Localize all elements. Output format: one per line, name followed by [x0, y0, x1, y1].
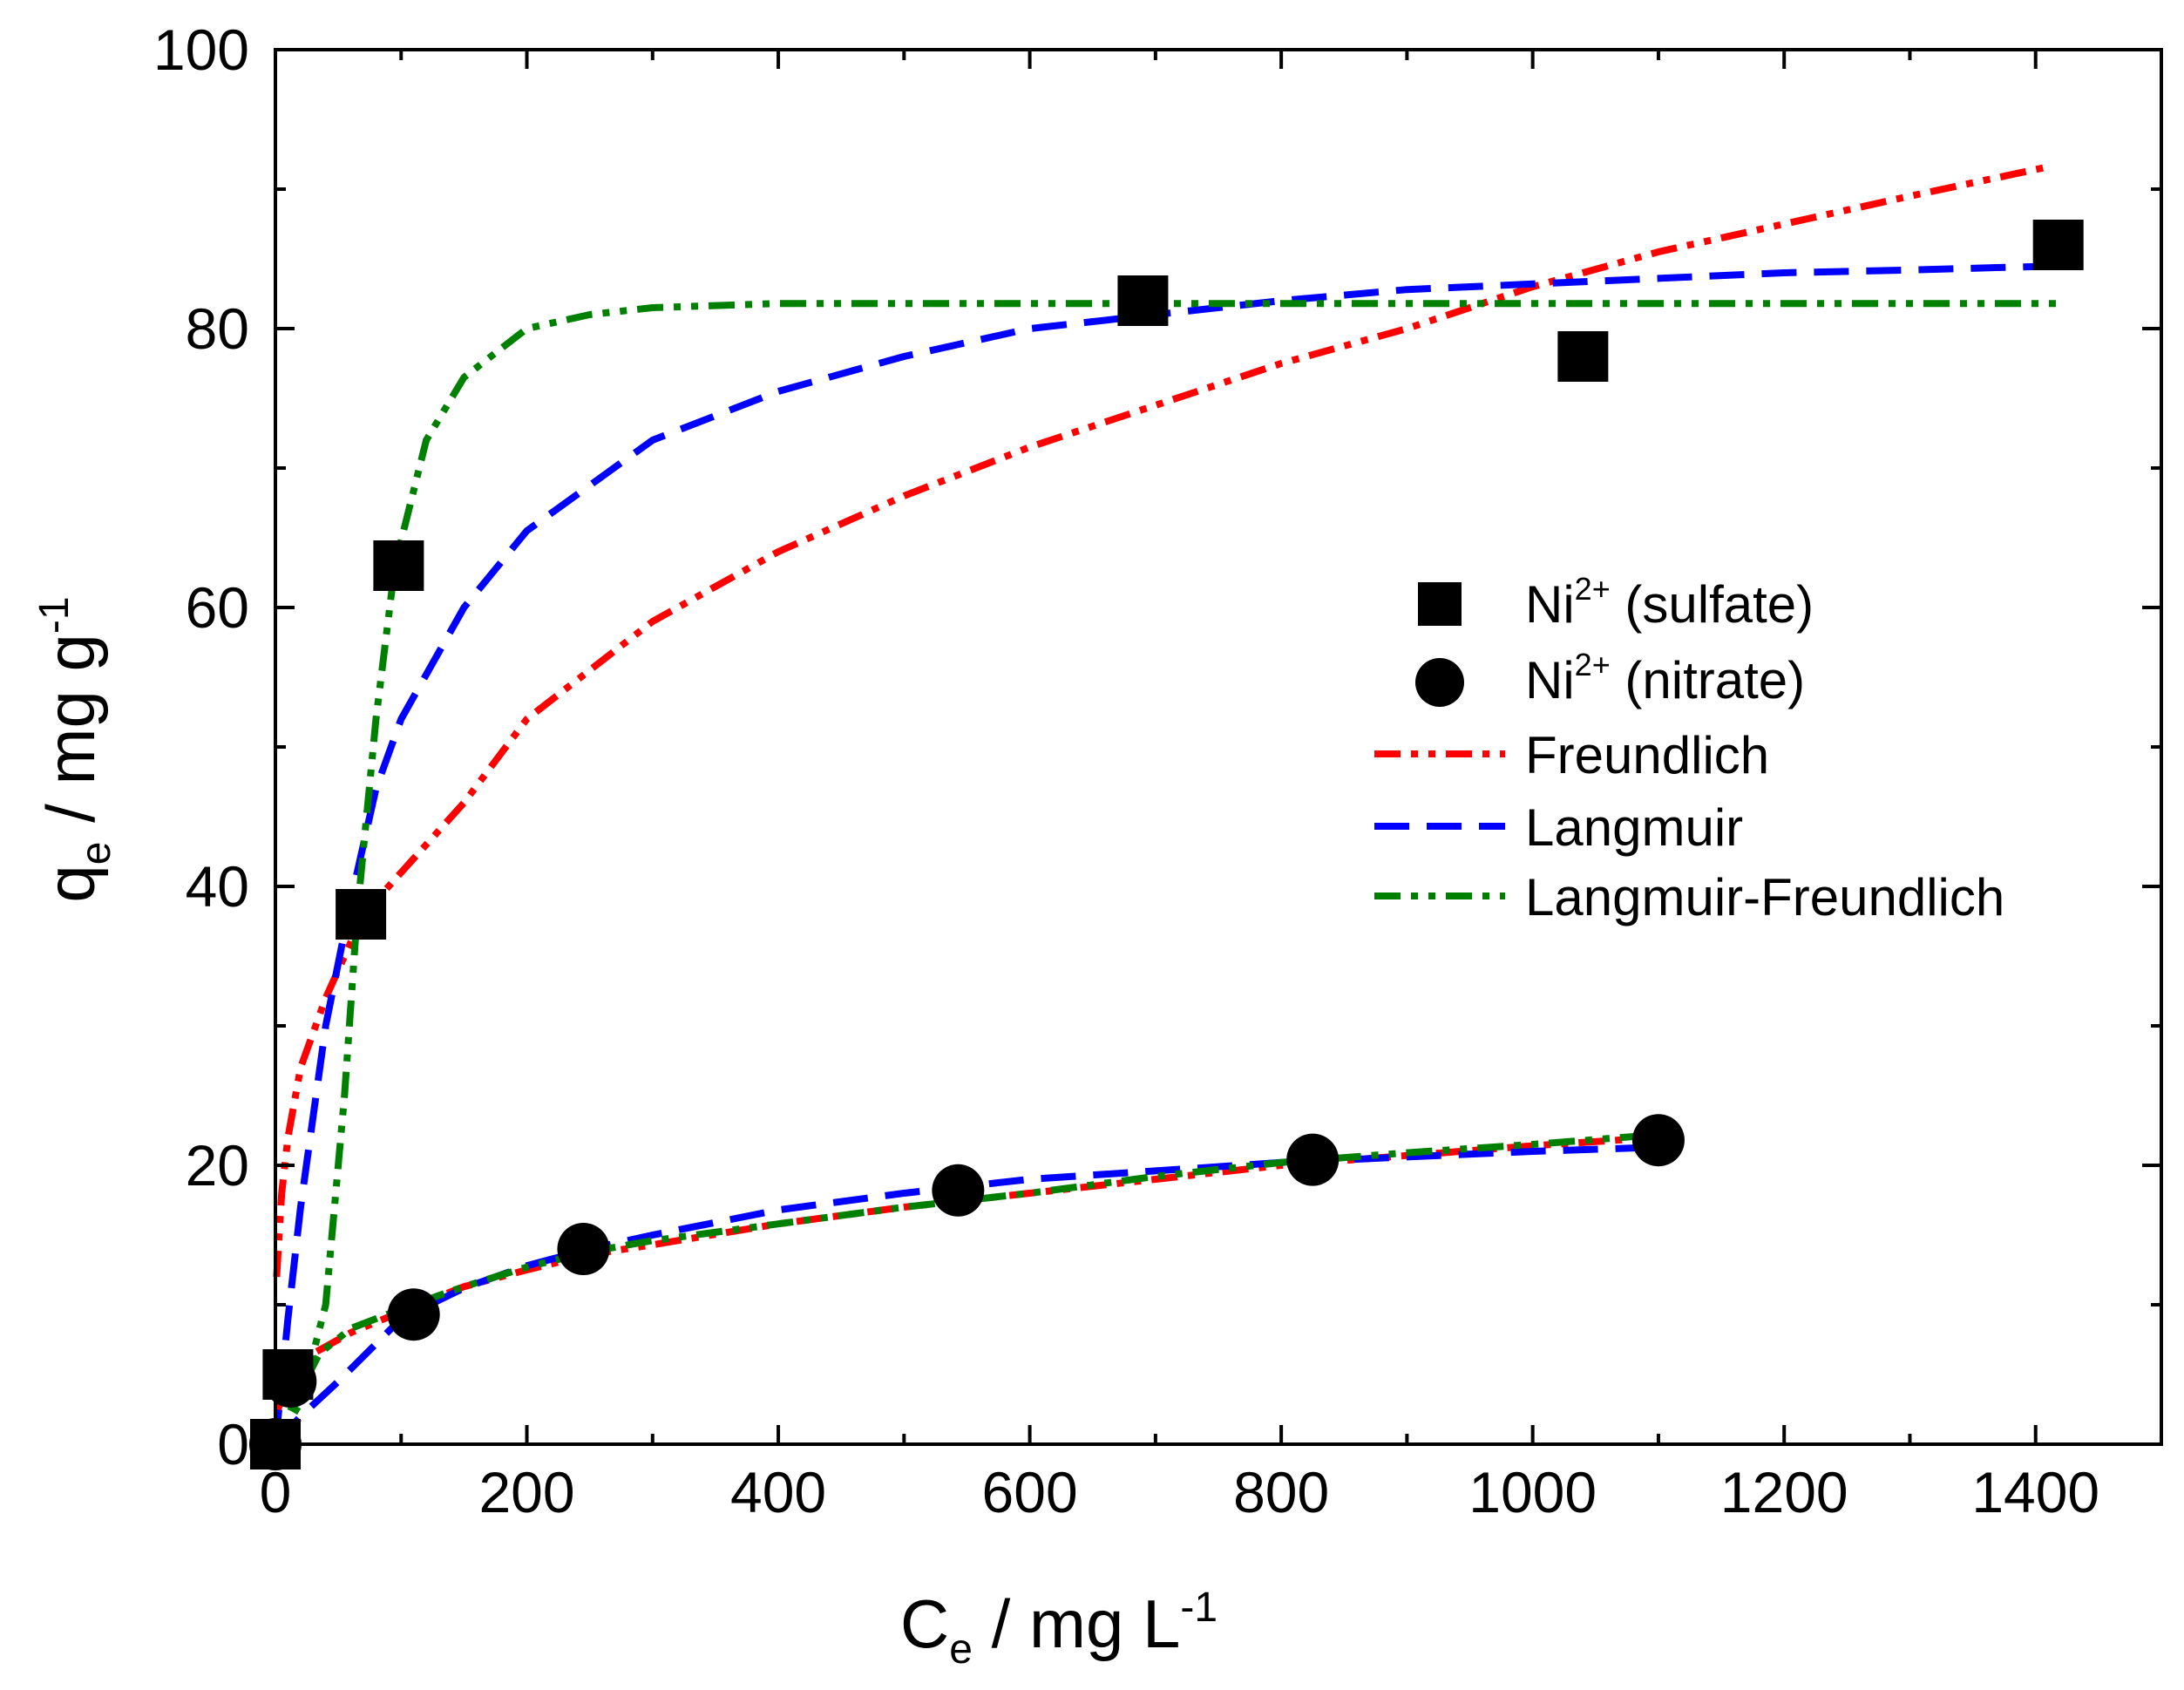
fit-langmuir-sulfate: [272, 262, 2061, 1445]
legend-langmuir-label: Langmuir: [1525, 798, 1743, 857]
sulfate-point: [373, 540, 424, 591]
plot-frame: [274, 48, 2163, 1446]
y-axis-title-sub: e: [73, 842, 119, 865]
y-tick-label: 0: [217, 1412, 249, 1476]
legend-item-lf: Langmuir-Freundlich: [1374, 868, 2004, 926]
fit-langmuir-freundlich-sulfate: [272, 300, 2061, 1447]
x-tick-label: 1200: [1720, 1460, 1848, 1524]
x-tick-label: 400: [730, 1460, 826, 1524]
x-axis-title-main: C: [900, 1585, 949, 1662]
legend-item-langmuir: Langmuir: [1374, 798, 1743, 857]
legend-item-nitrate: Ni2+ (nitrate): [1415, 647, 1805, 709]
axis-ticks: [274, 48, 2161, 1446]
legend-sulfate-sup: 2+: [1575, 571, 1611, 607]
x-tick-label: 600: [982, 1460, 1078, 1524]
y-axis-title-sup: -1: [31, 596, 78, 634]
x-tick-label: 1400: [1971, 1460, 2099, 1524]
x-tick-label: 0: [260, 1460, 292, 1524]
sulfate-point: [1117, 275, 1169, 326]
legend-lf-label: Langmuir-Freundlich: [1525, 868, 2004, 926]
axis-tick-labels: 0 200 400 600 800 1000 1200 1400 0 20 40 60 80 100: [153, 17, 2099, 1524]
legend-item-freundlich: Freundlich: [1374, 726, 1769, 784]
legend-sulfate-text: Ni: [1525, 575, 1575, 634]
x-axis-title-sup: -1: [1180, 1585, 1217, 1631]
y-axis-title-rest: / mg g: [32, 634, 109, 841]
sulfate-point: [1557, 331, 1609, 382]
y-axis-title: qe / mg g-1: [31, 596, 119, 902]
y-tick-label: 40: [186, 854, 249, 919]
y-tick-label: 100: [153, 17, 249, 82]
nitrate-point: [387, 1288, 440, 1341]
legend-sulfate-rest: (sulfate): [1611, 575, 1814, 634]
legend-item-sulfate: Ni2+ (sulfate): [1418, 571, 1814, 634]
nitrate-point: [557, 1223, 610, 1275]
nitrate-point: [1286, 1133, 1340, 1186]
x-tick-label: 1000: [1468, 1460, 1597, 1524]
nitrate-point: [1631, 1114, 1685, 1167]
fit-curves: [272, 163, 2061, 1447]
svg-text:Ni2+ (sulfate): Ni2+ (sulfate): [1525, 571, 1814, 634]
sulfate-point: [2032, 220, 2084, 270]
legend-circle-marker: [1415, 658, 1464, 707]
x-axis-title-rest: / mg L: [973, 1585, 1180, 1662]
y-tick-label: 20: [186, 1133, 249, 1198]
x-tick-label: 200: [478, 1460, 574, 1524]
fit-freundlich-nitrate: [275, 1134, 1659, 1411]
sulfate-point: [336, 889, 387, 940]
x-axis-title-sub: e: [949, 1626, 973, 1673]
data-points: [249, 220, 2084, 1470]
y-axis-title-main: q: [32, 865, 109, 902]
nitrate-point: [264, 1355, 317, 1408]
fit-langmuir-nitrate: [273, 1144, 1659, 1447]
legend-nitrate-text: Ni: [1525, 651, 1575, 709]
legend-nitrate-sup: 2+: [1575, 647, 1611, 682]
y-tick-label: 60: [186, 575, 249, 640]
y-tick-label: 80: [186, 296, 249, 361]
x-axis-title: Ce / mg L-1: [900, 1585, 1217, 1673]
legend-nitrate-rest: (nitrate): [1611, 651, 1805, 709]
legend-freundlich-label: Freundlich: [1525, 726, 1769, 784]
legend-square-marker: [1418, 582, 1462, 626]
legend: Ni2+ (sulfate) Ni2+ (nitrate) Freundlich…: [1374, 571, 2004, 926]
svg-text:Ni2+ (nitrate): Ni2+ (nitrate): [1525, 647, 1805, 709]
x-tick-label: 800: [1233, 1460, 1329, 1524]
fit-freundlich-sulfate: [273, 163, 2050, 1278]
nitrate-point: [932, 1164, 985, 1217]
